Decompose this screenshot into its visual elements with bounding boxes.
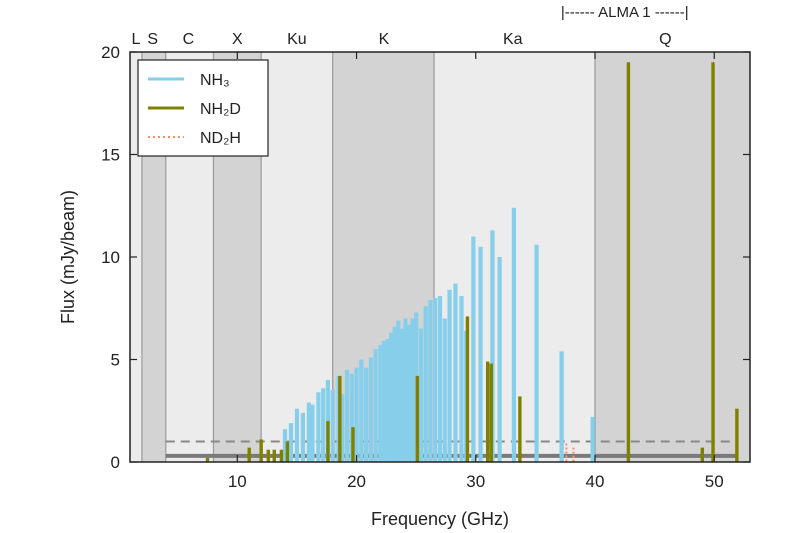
band-label-x: X [232,31,243,48]
bar-nh3 [359,359,364,462]
band-label-k: K [379,31,390,48]
y-axis-label: Flux (mJy/beam) [58,190,78,324]
band-region [595,52,750,462]
x-tick-label: 10 [228,472,247,491]
band-label-s: S [147,31,158,48]
bar-nh2d [259,439,263,462]
bar-nh2d [279,449,284,462]
bar-nh2d [247,447,251,462]
x-axis-label: Frequency (GHz) [371,509,509,529]
bar-nh3 [294,408,300,462]
bar-nh3 [310,404,315,462]
bar-nh3 [373,349,378,462]
bar-nh2d [272,449,276,462]
bar-nh3 [418,328,424,462]
legend: NH₃ NH₂D ND₂H [137,59,269,157]
bar-nh3 [344,369,350,462]
x-tick-label: 20 [347,472,366,491]
bar-nh3 [282,429,288,462]
bar-nh3 [349,373,354,462]
alma-band-label: |------ ALMA 1 ------| [561,4,689,21]
bar-nh2d [711,62,715,462]
bar-nh3 [453,283,458,462]
x-tick-label: 30 [466,472,485,491]
bar-nh3 [354,367,359,462]
y-tick-label: 0 [111,453,120,472]
legend-label-nh2d: NH₂D [200,101,241,118]
bar-nh2d [351,427,355,462]
bar-nh3 [471,236,476,462]
x-tick-label: 50 [705,472,724,491]
bar-nh3 [433,298,438,462]
bar-nh3 [330,390,335,462]
bar-nh2d [485,361,490,462]
bar-nh3 [306,402,311,462]
bar-nh3 [378,345,383,462]
bar-nh2d [285,441,290,462]
band-label-l: L [132,31,141,48]
bar-nh2d [205,457,210,462]
bar-nh3 [381,341,387,462]
bar-nh3 [396,320,401,462]
bar-nh2d [735,408,739,462]
bar-nh2d [465,316,470,462]
bar-nh3 [511,207,517,462]
y-tick-label: 5 [111,351,120,370]
band-label-ku: Ku [287,31,307,48]
bar-nh3 [534,244,539,462]
bar-nh2d [700,447,705,462]
bar-nh2d [489,363,493,462]
bar-nh3 [437,295,443,462]
bar-nh3 [321,388,326,462]
bar-nh3 [399,328,404,462]
bar-nh3 [490,230,495,462]
bar-nh3 [410,318,415,462]
bar-nh3 [447,289,452,462]
band-label-c: C [183,31,195,48]
y-tick-label: 15 [101,146,120,165]
bar-nh2d [266,449,271,462]
bar-nh3 [478,246,483,462]
bar-nh3 [385,339,390,462]
bar-nh3 [368,357,373,462]
bar-nh3 [497,257,502,462]
y-tick-label: 10 [101,248,120,267]
bar-nh3 [559,351,564,462]
bar-nh3 [340,394,345,462]
band-labels: L S C X Ku K Ka Q [132,31,672,48]
data-bars [205,62,739,462]
bar-nh3 [590,416,595,462]
legend-label-nh3: NH₃ [200,72,230,89]
bar-nh3 [459,295,464,462]
bar-nh2d [326,421,330,462]
bar-nh3 [428,300,433,462]
bar-nh3 [403,318,408,462]
bar-nh2d [338,375,342,462]
bar-nh3 [300,412,305,462]
bar-nh3 [363,367,369,462]
bar-nh3 [288,423,294,462]
band-region [261,52,333,462]
bar-nh3 [316,392,321,462]
x-tick-label: 40 [586,472,605,491]
bar-nh3 [389,332,394,462]
bar-nh3 [442,318,447,462]
bar-nh3 [423,306,428,462]
bar-nh3 [406,324,412,462]
bar-nh2d [518,396,522,462]
bar-nh3 [392,326,397,462]
axis-ticks: 10 20 30 40 50 0 5 10 15 20 [101,43,750,491]
y-tick-label: 20 [101,43,120,62]
band-label-ka: Ka [503,31,523,48]
band-label-q: Q [659,31,671,48]
bar-nh2d [415,375,420,462]
bar-nh2d [626,62,631,462]
legend-label-nd2h: ND₂H [200,130,241,147]
